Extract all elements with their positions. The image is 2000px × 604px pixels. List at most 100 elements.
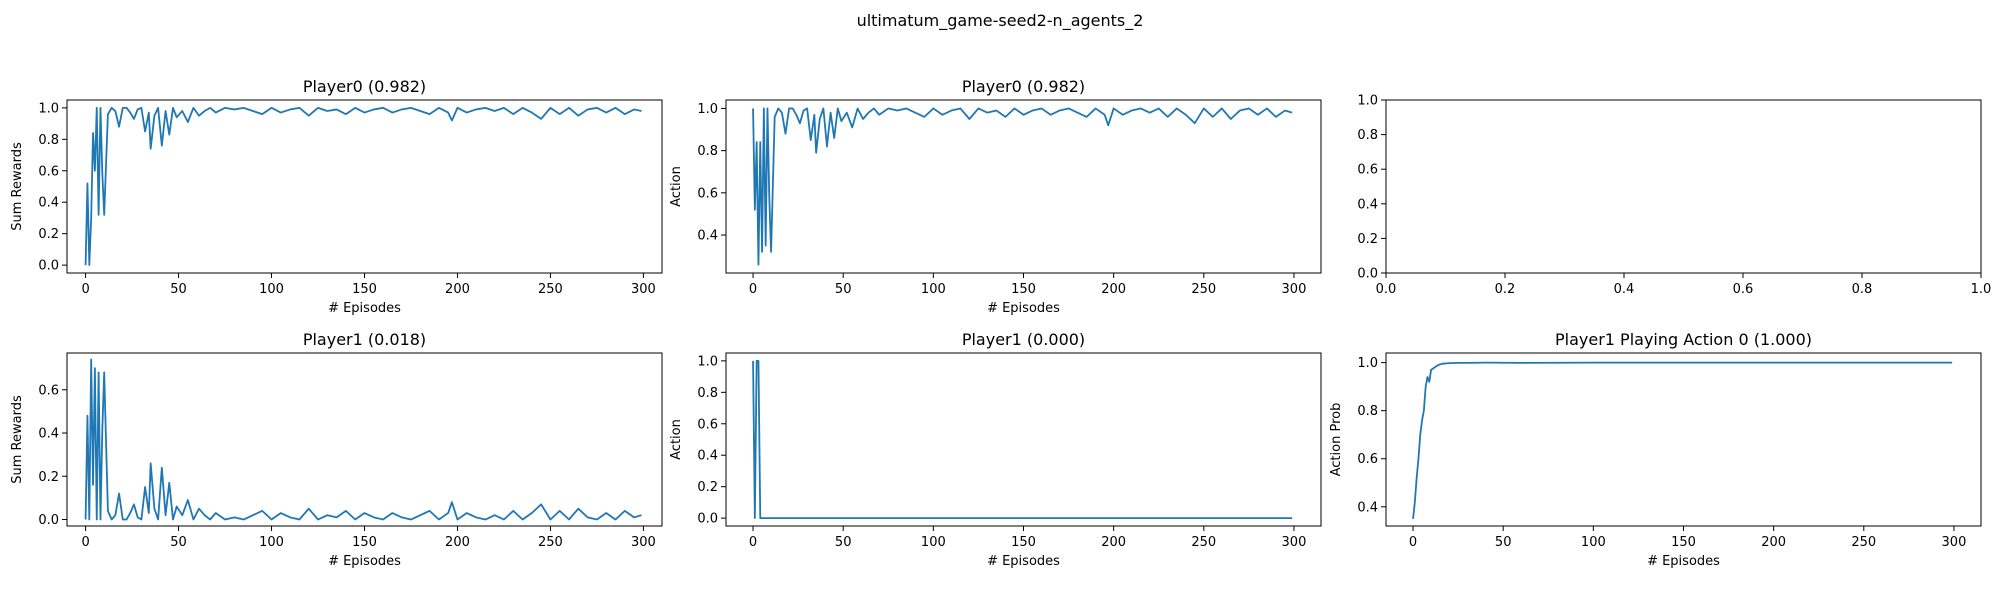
y-tick-label: 0.4 — [697, 449, 718, 464]
y-tick-label: 0.6 — [697, 417, 718, 432]
y-tick-label: 1.0 — [697, 102, 718, 117]
x-tick-label: 0 — [81, 535, 89, 550]
x-tick-label: 50 — [170, 535, 187, 550]
x-tick-label: 0 — [749, 282, 757, 297]
subplot-p0-action: Player0 (0.982) 0 50 100 150 200 250 300 0.4 0.6 0… — [669, 77, 1322, 316]
x-tick-label: 0 — [1409, 535, 1417, 550]
x-tick-label: 100 — [259, 282, 284, 297]
y-axis-label: Action — [669, 166, 684, 207]
x-tick-label: 100 — [921, 282, 946, 297]
y-axis-label: Sum Rewards — [10, 142, 25, 231]
y-tick-label: 0.4 — [1357, 197, 1378, 212]
data-line-p1-action-prob — [1412, 361, 1953, 519]
y-tick-label: 1.0 — [1357, 356, 1378, 371]
y-tick-label: 0.0 — [38, 259, 59, 274]
x-tick-label: 0.4 — [1614, 282, 1635, 297]
x-tick-label: 100 — [1581, 535, 1606, 550]
x-tick-label: 0.8 — [1852, 282, 1873, 297]
x-tick-label: 0.6 — [1733, 282, 1754, 297]
y-tick-label: 1.0 — [697, 354, 718, 369]
y-tick-label: 0.6 — [697, 186, 718, 201]
x-axis-label: # Episodes — [328, 554, 401, 569]
y-tick-label: 0.2 — [38, 470, 59, 485]
x-tick-label: 150 — [1011, 282, 1036, 297]
y-tick-label: 0.4 — [1357, 500, 1378, 515]
figure-suptitle: ultimatum_game-seed2-n_agents_2 — [857, 11, 1144, 31]
y-tick-label: 0.4 — [38, 196, 59, 211]
x-tick-label: 250 — [1191, 282, 1216, 297]
y-tick-label: 0.8 — [1357, 404, 1378, 419]
subplot-p1-action-prob: Player1 Playing Action 0 (1.000) 0 50 100 15… — [1329, 330, 1982, 569]
x-tick-label: 150 — [352, 282, 377, 297]
x-tick-label: 0 — [81, 282, 89, 297]
y-tick-label: 0.2 — [1357, 232, 1378, 247]
y-tick-label: 0.2 — [697, 480, 718, 495]
y-tick-label: 1.0 — [1357, 94, 1378, 109]
y-axis-label: Action — [669, 419, 684, 460]
y-tick-label: 1.0 — [38, 101, 59, 116]
x-tick-label: 50 — [1495, 535, 1512, 550]
y-tick-label: 0.0 — [697, 512, 718, 527]
subplot-title: Player0 (0.982) — [962, 77, 1085, 96]
x-tick-label: 250 — [538, 535, 563, 550]
subplot-title: Player1 (0.018) — [303, 330, 426, 349]
x-tick-label: 50 — [835, 282, 852, 297]
subplot-title: Player1 Playing Action 0 (1.000) — [1555, 330, 1812, 349]
x-tick-label: 200 — [1101, 282, 1126, 297]
subplot-p0-rewards: Player0 (0.982) 0 50 100 150 200 250 300 0.0 0.2 0… — [10, 77, 663, 316]
x-tick-label: 1.0 — [1971, 282, 1992, 297]
x-tick-label: 200 — [1761, 535, 1786, 550]
data-line-p1-action — [752, 359, 1293, 520]
y-tick-label: 0.8 — [38, 133, 59, 148]
y-axis-label: Action Prob — [1329, 403, 1344, 477]
y-tick-label: 0.4 — [697, 229, 718, 244]
subplot-p1-rewards: Player1 (0.018) 0 50 100 150 200 250 300 0.0 0.2 0… — [10, 330, 663, 569]
subplot-empty-axes: 0.0 0.2 0.4 0.6 0.8 1.0 0.0 0.2 0.4 0.6 0.8 1.0 — [1357, 94, 1991, 298]
x-axis-label: # Episodes — [1647, 554, 1720, 569]
x-tick-label: 250 — [1191, 535, 1216, 550]
x-tick-label: 50 — [835, 535, 852, 550]
y-tick-label: 0.4 — [38, 427, 59, 442]
x-tick-label: 300 — [1942, 535, 1967, 550]
x-tick-label: 150 — [1671, 535, 1696, 550]
data-line-p1-rewards — [84, 358, 642, 521]
x-tick-label: 250 — [538, 282, 563, 297]
x-axis-label: # Episodes — [987, 554, 1060, 569]
axes-frame — [1385, 99, 1982, 274]
x-tick-label: 300 — [631, 535, 656, 550]
x-tick-label: 0 — [749, 535, 757, 550]
y-tick-label: 0.8 — [697, 386, 718, 401]
subplot-title: Player0 (0.982) — [303, 77, 426, 96]
x-tick-label: 250 — [1851, 535, 1876, 550]
y-tick-label: 0.2 — [38, 227, 59, 242]
x-tick-label: 200 — [445, 282, 470, 297]
x-tick-label: 100 — [259, 535, 284, 550]
x-tick-label: 150 — [352, 535, 377, 550]
x-axis-label: # Episodes — [987, 301, 1060, 316]
subplot-title: Player1 (0.000) — [962, 330, 1085, 349]
data-line-p0-action — [752, 107, 1293, 266]
x-tick-label: 150 — [1011, 535, 1036, 550]
y-tick-label: 0.8 — [697, 144, 718, 159]
data-line-p0-rewards — [84, 106, 642, 267]
y-tick-label: 0.6 — [38, 164, 59, 179]
x-tick-label: 300 — [1282, 535, 1307, 550]
x-tick-label: 300 — [1282, 282, 1307, 297]
subplot-p1-action: Player1 (0.000) 0 50 100 150 200 250 300 0.0 0.2 0… — [669, 330, 1322, 569]
y-axis-label: Sum Rewards — [10, 395, 25, 484]
x-tick-label: 50 — [170, 282, 187, 297]
x-tick-label: 100 — [921, 535, 946, 550]
y-tick-label: 0.0 — [1357, 267, 1378, 282]
y-tick-label: 0.8 — [1357, 128, 1378, 143]
x-axis-label: # Episodes — [328, 301, 401, 316]
y-tick-label: 0.6 — [38, 383, 59, 398]
x-tick-label: 0.0 — [1376, 282, 1397, 297]
x-tick-label: 200 — [1101, 535, 1126, 550]
x-tick-label: 200 — [445, 535, 470, 550]
x-tick-label: 300 — [631, 282, 656, 297]
y-tick-label: 0.6 — [1357, 163, 1378, 178]
y-tick-label: 0.6 — [1357, 452, 1378, 467]
y-tick-label: 0.0 — [38, 513, 59, 528]
